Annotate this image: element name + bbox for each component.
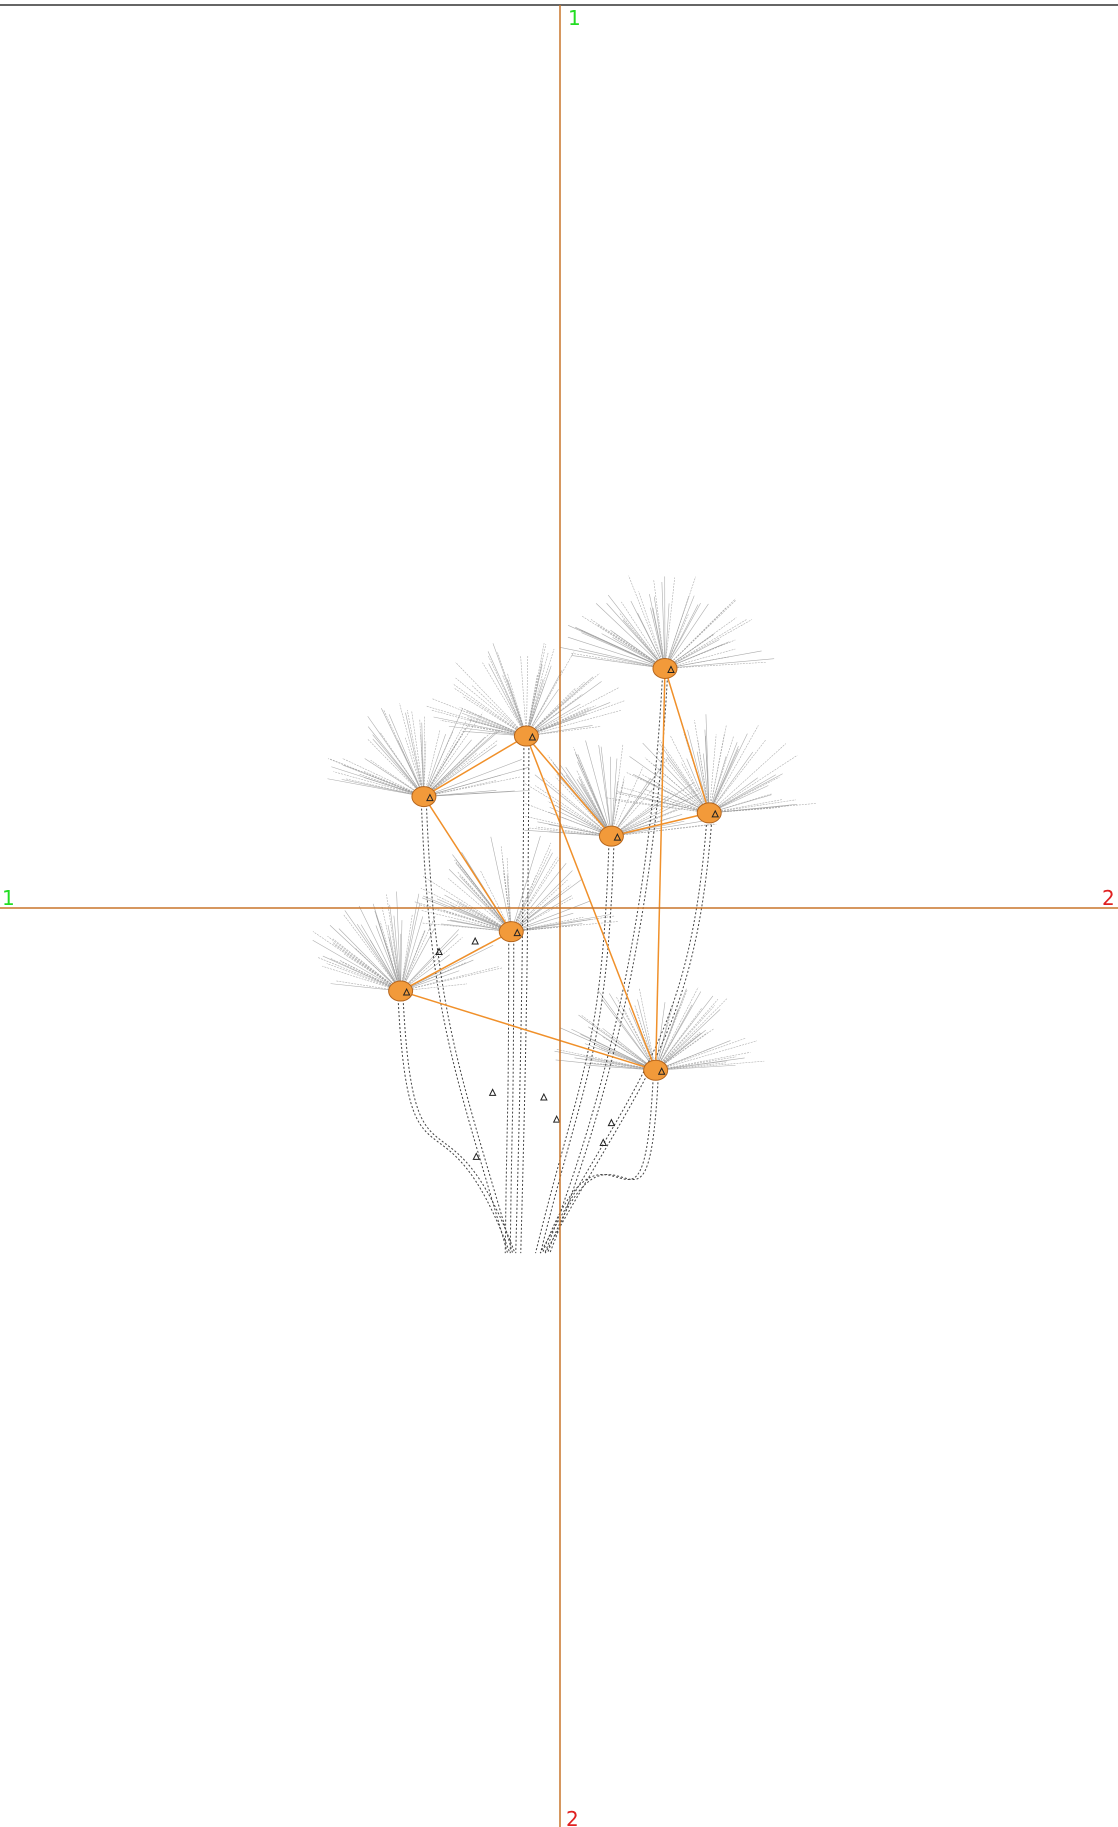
axis-label: 1 <box>2 886 15 910</box>
pappus-bristle <box>665 662 767 668</box>
pappus-bristle <box>424 708 463 796</box>
axis-label: 1 <box>568 6 581 30</box>
pappus-bristle <box>535 775 612 836</box>
pappus-bristle <box>602 999 656 1071</box>
pappus-bristle <box>639 988 655 1070</box>
pappus-bristle <box>660 744 710 813</box>
pappus-bristle <box>665 578 675 669</box>
viewport[interactable]: 1 1 2 2 <box>0 0 1118 1827</box>
pappus-bristle <box>526 701 624 736</box>
flower-model[interactable] <box>313 576 817 1253</box>
pappus-bristle <box>511 858 559 932</box>
stem <box>505 940 508 1253</box>
page: {"axes": {"vertical": {"top_label": "1",… <box>0 0 1118 1827</box>
pappus-bristle <box>656 1005 692 1070</box>
stem-marker <box>600 1139 606 1145</box>
axis-label: 2 <box>1102 886 1115 910</box>
pappus-bristle <box>511 863 566 931</box>
stem-marker <box>490 1089 496 1095</box>
stem <box>540 821 707 1253</box>
axis-label: 2 <box>566 1807 579 1827</box>
stem <box>543 1078 654 1253</box>
connector <box>424 797 511 932</box>
stem <box>398 999 510 1253</box>
pappus-bristle <box>424 721 466 797</box>
stem <box>426 805 512 1254</box>
pappus-bristle <box>709 733 724 813</box>
connector <box>401 932 512 991</box>
connector <box>656 668 665 1070</box>
stem <box>545 676 663 1253</box>
stem <box>548 1078 659 1253</box>
pappus-bristle <box>526 665 542 736</box>
stem-marker <box>608 1120 614 1126</box>
pappus-bristle <box>327 936 400 991</box>
pappus-bristle <box>401 929 459 991</box>
pappus-bristle <box>709 746 738 813</box>
stem-marker <box>473 1153 479 1159</box>
pappus-bristle <box>322 966 400 991</box>
pappus-bristle <box>639 591 665 668</box>
pappus-bristle <box>511 849 551 931</box>
flower-head <box>514 726 538 746</box>
connector <box>424 736 526 797</box>
flower-head <box>644 1060 668 1080</box>
pappus-bristle <box>424 759 522 796</box>
pappus-bristle <box>511 880 567 932</box>
pappus-bristle <box>313 940 401 991</box>
pappus-bristle <box>526 653 548 736</box>
pappus-bristle <box>381 708 424 796</box>
pappus-bristle <box>405 713 423 797</box>
pappus-bristle <box>627 773 709 813</box>
pappus-bristle <box>637 999 655 1070</box>
pappus-bristle <box>526 655 527 736</box>
pappus-bristle <box>401 903 420 991</box>
stem <box>545 821 712 1253</box>
flower-head <box>697 803 721 823</box>
pappus-bristle <box>709 752 753 813</box>
pappus-bristle <box>665 604 708 669</box>
pappus-bristle <box>339 929 401 991</box>
pappus-bristle <box>665 659 774 669</box>
pappus-bristle <box>491 837 511 932</box>
stem-marker <box>541 1094 547 1100</box>
flower-head <box>653 658 677 678</box>
pappus-bristle <box>345 910 401 991</box>
connector <box>526 736 611 836</box>
pappus-bristle <box>511 857 557 932</box>
pappus-bristle <box>582 616 665 668</box>
connector <box>401 991 656 1070</box>
pappus-bristle <box>656 990 688 1071</box>
pappus-bristle <box>709 742 737 813</box>
flower-head <box>499 922 523 942</box>
pappus-bristle <box>483 663 527 736</box>
stem <box>403 999 515 1253</box>
stem-marker <box>554 1116 560 1122</box>
pappus-bristle <box>656 999 727 1071</box>
pappus-bristle <box>526 702 610 736</box>
pappus-bristle <box>331 767 424 797</box>
pappus-bristle <box>578 754 612 836</box>
pappus-bristle <box>665 596 694 669</box>
stem-marker <box>472 938 478 944</box>
stem-marker <box>436 948 442 954</box>
flower-head <box>412 787 436 807</box>
stem <box>550 676 668 1253</box>
flower-head <box>599 826 623 846</box>
pappus-bristle <box>401 916 436 991</box>
pappus-bristle <box>511 879 582 932</box>
pappus-bristle <box>373 739 424 797</box>
stem <box>521 744 529 1253</box>
stem <box>421 805 507 1254</box>
pappus-bristle <box>610 757 611 836</box>
pappus-bristle <box>401 914 413 991</box>
pappus-bristle <box>318 957 401 991</box>
flower-head <box>389 981 413 1001</box>
pappus-bristle <box>448 878 511 931</box>
stem <box>510 940 513 1253</box>
